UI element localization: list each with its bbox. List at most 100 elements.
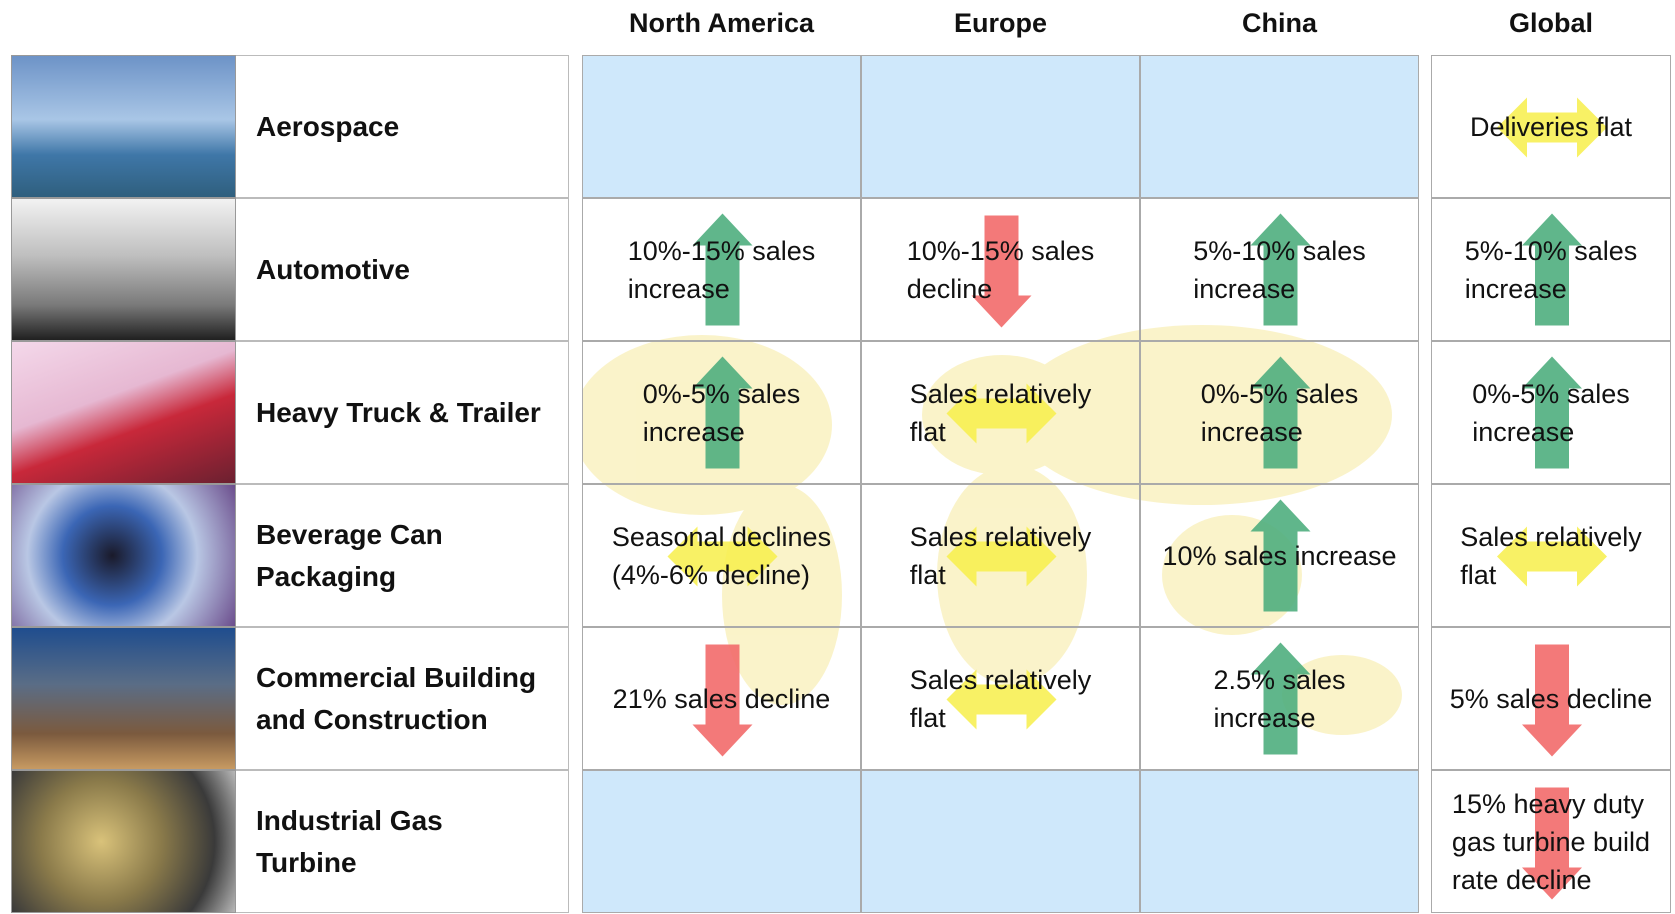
cell-text: 0%-5% sales increase <box>1472 375 1630 451</box>
trend-cell: Sales relatively flat <box>861 341 1140 484</box>
trend-cell: 5% sales decline <box>1431 627 1671 770</box>
cell-line: Sales relatively <box>1460 521 1642 552</box>
cell-line: gas turbine build <box>1451 826 1651 857</box>
cell-line: 5% sales decline <box>1449 683 1653 714</box>
up-arrow <box>1250 499 1311 612</box>
up-arrow <box>692 356 753 469</box>
sector-photo <box>11 341 236 484</box>
trend-cell: 10% sales increase <box>1140 484 1419 627</box>
sector-text: Beverage Can <box>256 518 443 550</box>
sector-text: Automotive <box>256 253 410 285</box>
cell-line: 2.5% sales <box>1213 664 1346 695</box>
sector-text: Aerospace <box>256 110 400 142</box>
column-header: China <box>1241 8 1317 38</box>
cell-line: rate decline <box>1451 864 1592 895</box>
sector-photo <box>11 627 236 770</box>
cell-line: flat <box>1460 559 1497 590</box>
up-arrow <box>692 213 753 326</box>
cell-text: Seasonal declines (4%-6% decline) <box>612 518 831 594</box>
arrow-layer <box>946 526 1057 587</box>
trend-cell: 21% sales decline <box>582 627 861 770</box>
sector-photo <box>11 484 236 627</box>
arrow-layer <box>946 383 1057 444</box>
cell-line: flat <box>909 559 946 590</box>
sector-label: Heavy Truck & Trailer <box>236 341 569 484</box>
arrow-layer <box>1250 642 1311 755</box>
sector-photo <box>11 770 236 913</box>
arrow-layer <box>692 213 753 326</box>
cell-text: Sales relatively flat <box>1460 518 1642 594</box>
cell-text: 0%-5% sales increase <box>1201 375 1359 451</box>
cell-text: Sales relatively flat <box>910 661 1092 737</box>
cell-line: 10% sales increase <box>1162 540 1397 571</box>
cell-text: 10%-15% sales decline <box>907 232 1095 308</box>
cell-text: 5%-10% sales increase <box>1465 232 1638 308</box>
trend-cell: 2.5% sales increase <box>1140 627 1419 770</box>
sector-label: Aerospace <box>236 55 569 198</box>
sector-label: Automotive <box>236 198 569 341</box>
cell-text: Sales relatively flat <box>910 375 1092 451</box>
cell-line: flat <box>909 702 946 733</box>
cell-line: 21% sales decline <box>612 683 831 714</box>
cell-text: 21% sales decline <box>613 680 831 718</box>
cell-text: 15% heavy duty gas turbine build rate decl… <box>1452 785 1650 899</box>
trend-cell: 5%-10% sales increase <box>1431 198 1671 341</box>
cell-line: decline <box>906 273 993 304</box>
up-arrow <box>1250 642 1311 755</box>
cell-line: Sales relatively <box>909 378 1092 409</box>
trend-cell: 0%-5% sales increase <box>1140 341 1419 484</box>
cell-line: (4%-6% decline) <box>611 559 811 590</box>
cell-line: increase <box>1200 416 1303 447</box>
sector-text: Industrial Gas <box>256 804 443 836</box>
arrow-layer <box>1250 356 1311 469</box>
column-header: Europe <box>953 8 1047 38</box>
cell-line: 0%-5% sales <box>1472 378 1630 409</box>
column-header: North America <box>628 8 815 38</box>
flat-arrow <box>667 526 778 587</box>
sector-photo <box>11 55 236 198</box>
up-arrow <box>1250 356 1311 469</box>
arrow-layer <box>1522 356 1582 469</box>
arrow-layer <box>1522 787 1582 900</box>
cell-line: 5%-10% sales <box>1193 235 1366 266</box>
cell-text: Deliveries flat <box>1470 108 1632 146</box>
cell-line: Sales relatively <box>909 521 1092 552</box>
arrow-layer <box>1250 499 1311 612</box>
up-arrow <box>1522 213 1582 326</box>
down-arrow <box>971 215 1032 328</box>
arrow-layer <box>1497 97 1607 158</box>
arrow-layer <box>1522 213 1582 326</box>
cell-text: 10% sales increase <box>1162 537 1396 575</box>
cell-line: Sales relatively <box>909 664 1092 695</box>
sector-text: and Construction <box>256 703 488 735</box>
trend-cell <box>582 770 861 913</box>
cell-line: increase <box>1213 702 1316 733</box>
trend-cell: 0%-5% sales increase <box>1431 341 1671 484</box>
cell-text: 5% sales decline <box>1450 680 1653 718</box>
flat-arrow <box>1497 97 1607 158</box>
trend-cell: 0%-5% sales increase <box>582 341 861 484</box>
cell-line: 5%-10% sales <box>1464 235 1638 266</box>
down-arrow <box>692 644 753 757</box>
down-arrow <box>1522 787 1582 900</box>
trend-cell: Sales relatively flat <box>1431 484 1671 627</box>
cell-line: 10%-15% sales <box>906 235 1095 266</box>
trend-cell: Sales relatively flat <box>861 484 1140 627</box>
flat-arrow <box>946 383 1057 444</box>
trend-cell: 10%-15% sales decline <box>861 198 1140 341</box>
cell-line: increase <box>1193 273 1296 304</box>
up-arrow <box>1250 213 1311 326</box>
trend-cell <box>582 55 861 198</box>
trend-cell: Deliveries flat <box>1431 55 1671 198</box>
cell-text: Sales relatively flat <box>910 518 1092 594</box>
sector-text: Heavy Truck & Trailer <box>256 396 541 428</box>
flat-arrow <box>1497 526 1607 587</box>
arrow-layer <box>1522 644 1582 757</box>
trend-cell <box>861 55 1140 198</box>
sector-label: Industrial Gas Turbine <box>236 770 569 913</box>
sector-text: Commercial Building <box>256 661 537 693</box>
arrow-layer <box>1250 213 1311 326</box>
cell-text: 0%-5% sales increase <box>643 375 801 451</box>
arrow-layer <box>1497 526 1607 587</box>
arrow-layer <box>692 644 753 757</box>
